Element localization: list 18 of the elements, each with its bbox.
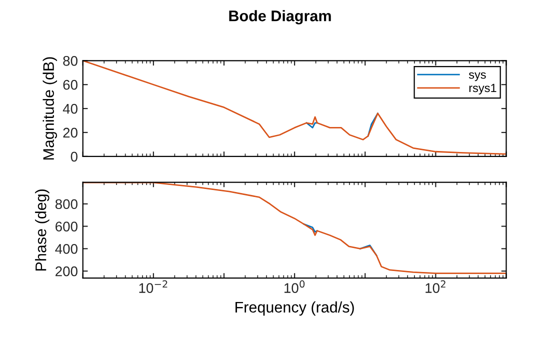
x-tick-label: 10$^{2}$ — [426, 280, 446, 293]
legend-label: sys — [468, 72, 486, 82]
y-tick-label: 0 — [70, 152, 78, 162]
y-tick-label: 40 — [62, 104, 78, 114]
chart-title: Bode Diagram — [229, 10, 331, 24]
y-tick-label: 60 — [63, 80, 78, 90]
y-axis-title: Phase (deg) — [35, 189, 50, 271]
x-axis-title: Frequency (rad/s) — [236, 301, 354, 316]
y-tick-label: 200 — [56, 266, 78, 276]
y-tick-label: 400 — [55, 244, 78, 254]
x-tick-label: 10$^{0}$ — [284, 280, 305, 293]
legend-label: rsys1 — [469, 84, 496, 94]
y-tick-label: 20 — [63, 128, 78, 138]
x-tick-label: 10$^{−2}$ — [139, 280, 168, 293]
y-tick-label: 600 — [56, 222, 78, 232]
y-axis-title: Magnitude (dB) — [42, 57, 58, 160]
y-tick-label: 80 — [63, 56, 78, 66]
y-tick-label: 800 — [55, 199, 78, 210]
